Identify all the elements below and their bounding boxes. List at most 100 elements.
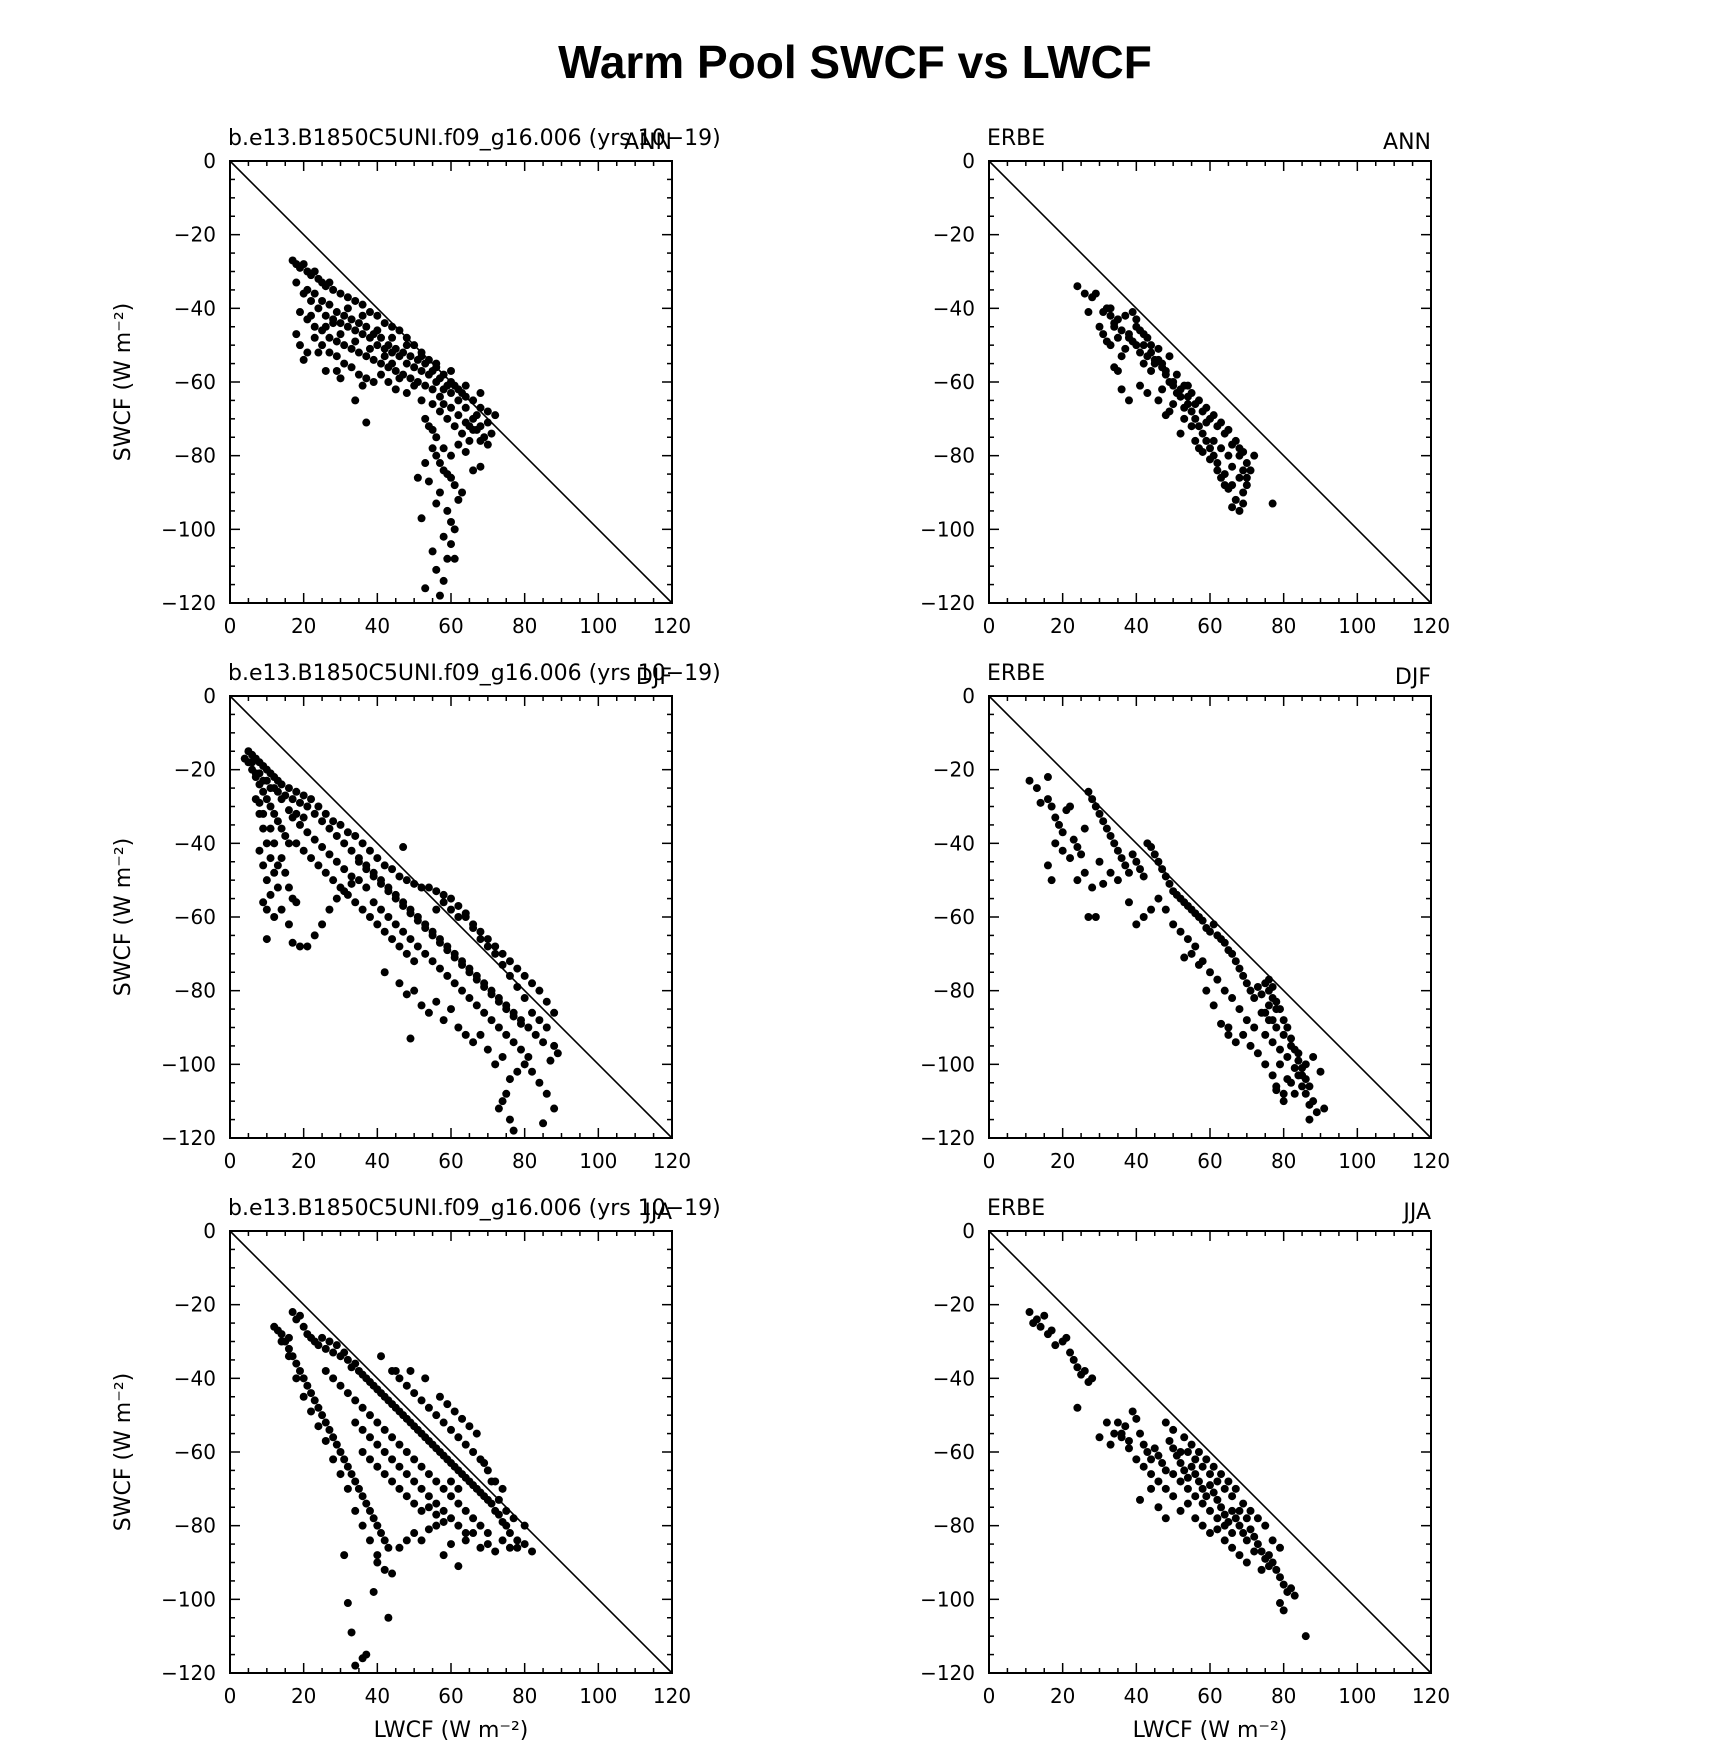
data-point [1220,938,1229,947]
data-point [307,311,316,320]
data-point [369,378,378,386]
data-point [1253,982,1262,991]
data-point [1283,1075,1292,1084]
panels: 0 20 40 60 80 100 120 0 −20 −40 −60 −80 −100 −120 b.e1… [111,126,1450,1743]
data-point [498,1052,507,1061]
data-point [1272,1565,1281,1574]
data-point [380,927,389,936]
data-point [1228,462,1237,471]
data-point [483,1540,492,1549]
data-point [325,905,334,914]
data-point [432,1411,441,1420]
data-point [439,1016,448,1025]
data-point [1154,1451,1163,1460]
data-point [1198,916,1207,925]
data-point [461,418,470,427]
data-point [1117,854,1126,863]
data-point [1150,1444,1159,1453]
data-point [1106,304,1115,313]
data-point [351,1418,360,1427]
data-point [1242,979,1251,988]
data-point [1043,795,1052,804]
data-point [362,374,371,383]
y-tick-label: 0 [962,149,975,173]
data-point [277,824,286,833]
data-point [509,1038,518,1047]
data-point [417,1396,426,1405]
scatter-panel-3: 0 20 40 60 80 100 120 0 −20 −40 −60 −80 −100 −120 b.e1… [111,661,721,1173]
data-point [343,304,352,313]
data-point [292,898,301,907]
data-point [428,927,437,936]
data-point [332,366,341,375]
data-point [520,1521,529,1530]
data-point [439,1551,448,1560]
data-point [351,337,360,346]
data-point [520,1540,529,1549]
data-point [439,532,448,541]
data-point [318,341,327,350]
data-point [417,1462,426,1471]
data-point [395,979,404,988]
data-point [461,1506,470,1515]
data-point [1250,1532,1259,1541]
data-point [1220,470,1229,479]
data-point [1228,1543,1237,1552]
data-point [476,927,485,936]
x-tick-label: 100 [1338,1684,1376,1708]
data-point [295,308,304,317]
data-point [487,1477,496,1486]
data-point [358,1521,367,1530]
data-point [1213,1525,1222,1534]
x-tick-label: 0 [983,614,996,638]
data-point [454,1562,463,1571]
data-point [476,1030,485,1039]
data-point [1183,381,1192,390]
data-point [450,422,459,431]
data-point [1209,920,1218,929]
data-point [439,1517,448,1526]
data-point [336,319,345,328]
data-point [542,997,551,1006]
data-point [1268,1016,1277,1025]
data-point [469,1038,478,1047]
data-point [491,411,500,420]
data-point [1246,986,1255,995]
data-point [1095,322,1104,331]
data-point [1264,1562,1273,1571]
data-point [1206,444,1214,453]
data-point [413,942,422,951]
data-point [1161,1418,1170,1427]
data-point [535,1016,544,1025]
data-point [1213,1514,1222,1523]
data-point [428,547,437,556]
data-point [1025,1308,1034,1317]
data-point [377,1529,386,1538]
data-point [1206,1470,1214,1479]
data-point [329,876,338,885]
data-point [1158,385,1167,394]
x-tick-label: 40 [1124,614,1149,638]
data-point [329,1374,338,1383]
data-point [1183,1484,1192,1493]
data-point [266,854,275,863]
data-point [1239,971,1248,980]
data-point [284,920,293,929]
data-point [329,319,338,328]
data-point [281,831,290,840]
x-tick-label: 100 [579,1684,617,1708]
data-point [476,462,485,471]
x-tick-label: 60 [438,1149,463,1173]
data-point [417,396,426,405]
y-tick-label: −80 [933,979,975,1003]
data-point [1147,341,1156,350]
data-point [395,1484,404,1493]
data-point [1312,1108,1321,1117]
data-point [1231,1514,1240,1523]
data-point [1180,403,1189,412]
data-point [1066,802,1075,811]
data-point [1113,846,1122,855]
data-point [273,883,282,892]
data-point [377,876,386,885]
data-point [454,1521,463,1530]
